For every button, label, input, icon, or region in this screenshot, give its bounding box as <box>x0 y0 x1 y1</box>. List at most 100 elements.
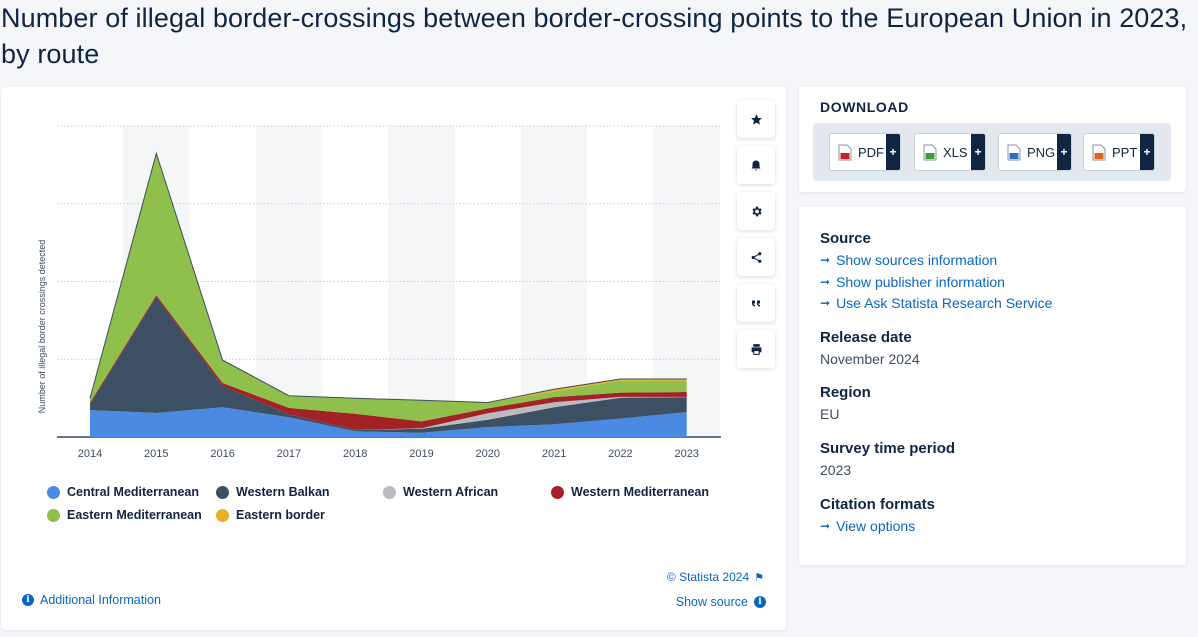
source-link[interactable]: ➞ Show sources information <box>820 250 1052 272</box>
region-section: Region EU <box>820 383 871 424</box>
area-series-eastern-mediterranean[interactable] <box>90 153 687 422</box>
legend-label: Eastern Mediterranean <box>67 508 202 522</box>
arrow-right-icon: ➞ <box>820 253 831 267</box>
flag-icon[interactable]: ⚑ <box>754 571 764 584</box>
legend-swatch <box>47 485 60 499</box>
additional-information-label: Additional Information <box>40 593 161 607</box>
star-icon <box>750 113 762 125</box>
bell-icon <box>751 160 761 170</box>
copyright[interactable]: © Statista 2024 ⚑ <box>667 570 764 584</box>
info-card: Source ➞ Show sources information ➞ Show pu… <box>799 207 1186 565</box>
legend-item[interactable]: Eastern Mediterranean <box>47 508 202 522</box>
legend-swatch <box>383 485 396 499</box>
info-icon: i <box>22 594 34 606</box>
chart-areas <box>89 151 687 437</box>
survey-heading: Survey time period <box>820 440 956 457</box>
download-png-button[interactable]: PNG + <box>998 133 1072 171</box>
legend-item[interactable]: Central Mediterranean <box>47 485 199 499</box>
download-label: XLS <box>943 144 968 160</box>
png-file-icon <box>1007 144 1021 160</box>
legend-item[interactable]: Eastern border <box>216 508 325 522</box>
source-link[interactable]: ➞ Show publisher information <box>820 272 1052 294</box>
plus-icon[interactable]: + <box>886 134 900 170</box>
x-tick-label: 2019 <box>409 448 433 460</box>
legend-swatch <box>47 508 60 522</box>
share-button[interactable] <box>737 238 775 276</box>
survey-value: 2023 <box>820 462 852 478</box>
area-series-central-mediterranean[interactable] <box>90 407 687 437</box>
legend-label: Central Mediterranean <box>67 485 199 499</box>
legend-label: Western Balkan <box>236 485 330 499</box>
download-label: PPT <box>1112 144 1138 160</box>
region-value: EU <box>820 406 840 422</box>
legend-swatch <box>551 485 564 499</box>
gear-icon <box>751 206 762 216</box>
info-icon: i <box>754 596 766 608</box>
source-link[interactable]: ➞ Use Ask Statista Research Service <box>820 293 1052 315</box>
x-tick-label: 2022 <box>608 448 632 460</box>
legend-label: Western African <box>403 485 499 499</box>
source-link-label: Show publisher information <box>836 273 1005 290</box>
view-options-link[interactable]: ➞ View options <box>820 516 935 538</box>
show-source-link[interactable]: Show source i <box>676 595 766 609</box>
x-axis-ticks: 2014 2015 2016 2017 2018 2019 2020 2021 2022 2023 <box>78 448 699 460</box>
area-outline <box>89 151 687 404</box>
plus-icon[interactable]: + <box>1140 134 1154 170</box>
download-ppt-button[interactable]: PPT + <box>1083 133 1155 171</box>
source-links: ➞ Show sources information ➞ Show publisher… <box>820 250 1052 315</box>
print-button[interactable] <box>737 330 775 368</box>
legend-swatch <box>216 508 229 522</box>
favorite-button[interactable] <box>737 100 775 138</box>
plus-icon[interactable]: + <box>1057 134 1071 170</box>
plus-icon[interactable]: + <box>971 134 985 170</box>
notification-button[interactable] <box>737 146 775 184</box>
arrow-right-icon: ➞ <box>820 274 831 289</box>
legend-label: Western Mediterranean <box>571 485 710 499</box>
chart-card: 2014 2015 2016 2017 2018 2019 2020 2021 2022 2023… <box>1 87 786 630</box>
download-buttons: PDF + XLS + PNG + PPT + <box>813 123 1171 181</box>
x-tick-label: 2023 <box>674 448 698 460</box>
release-value: November 2024 <box>820 351 920 367</box>
citation-section: Citation formats ➞ View options <box>820 495 935 538</box>
source-link-label: Use Ask Statista Research Service <box>836 295 1053 311</box>
legend-label: Eastern border <box>236 508 325 522</box>
download-pdf-button[interactable]: PDF + <box>829 133 901 171</box>
additional-information-link[interactable]: i Additional Information <box>22 593 161 607</box>
legend-item[interactable]: Western Balkan <box>216 485 330 499</box>
quote-icon <box>752 300 760 307</box>
legend-swatch <box>216 485 229 499</box>
download-card: DOWNLOAD PDF + XLS + PNG + PPT + <box>799 87 1186 192</box>
region-heading: Region <box>820 384 871 401</box>
copyright-text[interactable]: © Statista 2024 <box>666 570 750 584</box>
x-tick-label: 2021 <box>542 448 566 460</box>
page-title: Number of illegal border-crossings betwe… <box>1 3 1188 69</box>
view-options-label: View options <box>836 518 916 534</box>
download-title: DOWNLOAD <box>820 99 909 115</box>
chart-toolbar <box>737 100 775 376</box>
download-label: PDF <box>858 144 884 160</box>
show-source-label: Show source <box>675 595 748 609</box>
xls-file-icon <box>923 144 937 160</box>
arrow-right-icon: ➞ <box>820 296 831 310</box>
y-axis-label: Number of illegal border crossings detec… <box>37 240 47 414</box>
printer-icon <box>751 343 761 355</box>
x-tick-label: 2017 <box>277 448 301 460</box>
survey-section: Survey time period 2023 <box>820 439 955 480</box>
source-heading: Source <box>820 230 871 247</box>
area-series-western-balkan[interactable] <box>90 297 687 433</box>
settings-button[interactable] <box>737 192 775 230</box>
pdf-file-icon <box>838 144 852 160</box>
citation-button[interactable] <box>737 284 775 322</box>
legend-item[interactable]: Western African <box>383 485 498 499</box>
x-tick-label: 2015 <box>144 448 168 460</box>
download-xls-button[interactable]: XLS + <box>914 133 986 171</box>
x-tick-label: 2016 <box>210 448 234 460</box>
stacked-area-chart: 2014 2015 2016 2017 2018 2019 2020 2021 2022 2023… <box>37 125 721 460</box>
release-section: Release date November 2024 <box>820 328 920 369</box>
download-label: PNG <box>1027 144 1056 160</box>
share-icon <box>751 251 761 263</box>
arrow-right-icon: ➞ <box>820 519 831 533</box>
source-section: Source ➞ Show sources information ➞ Show pu… <box>820 229 1052 315</box>
legend-item[interactable]: Western Mediterranean <box>551 485 709 499</box>
source-link-label: Show sources information <box>836 252 998 268</box>
